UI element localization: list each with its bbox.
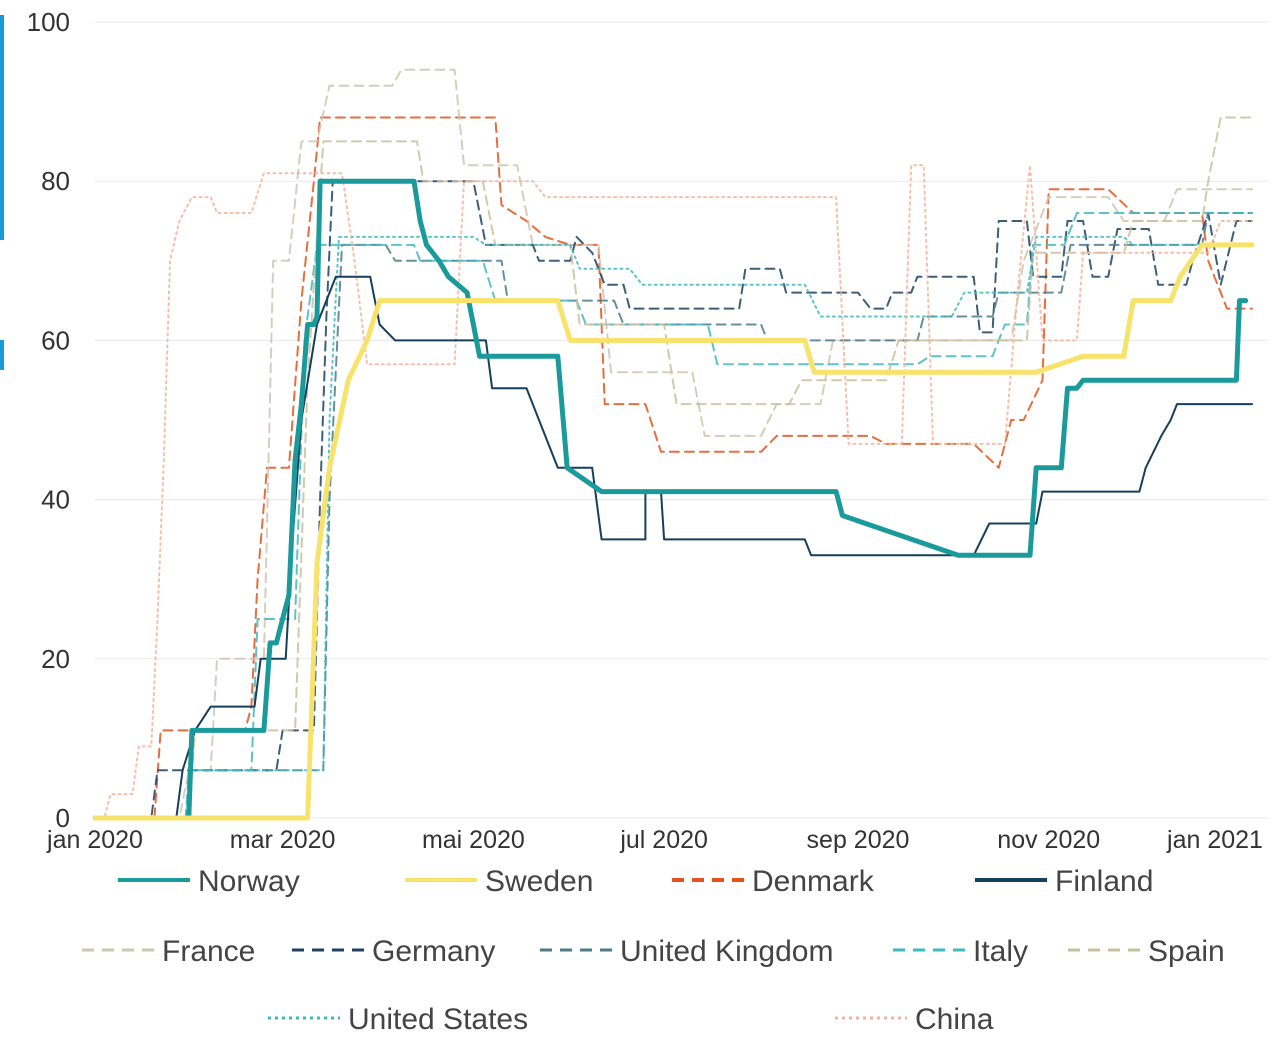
y-tick-label: 60: [41, 325, 70, 355]
x-tick-label: jan 2020: [46, 826, 143, 854]
legend-label-denmark: Denmark: [752, 865, 875, 898]
x-tick-label: jan 2021: [1166, 826, 1263, 854]
legend-label-sweden: Sweden: [485, 865, 593, 898]
series-line-united-states: [94, 235, 1253, 819]
x-tick-label: sep 2020: [807, 826, 910, 854]
x-axis-ticks: jan 2020 mar 2020 mai 2020 jul 2020 sep 2020…: [46, 826, 1263, 854]
x-tick-label: mar 2020: [230, 826, 336, 854]
series-line-finland: [94, 275, 1253, 819]
series-line-norway: [92, 178, 1249, 821]
y-axis-ticks: 0 20 40 60 80 100: [27, 7, 70, 833]
y-tick-label: 0: [56, 803, 70, 833]
x-tick-label: mai 2020: [422, 826, 525, 854]
legend-label-norway: Norway: [198, 865, 300, 898]
legend-label-france: France: [162, 935, 255, 968]
legend-label-china: China: [915, 1003, 994, 1036]
series-line-italy: [94, 212, 1253, 819]
legend-label-finland: Finland: [1055, 865, 1153, 898]
legend-label-united-kingdom: United Kingdom: [620, 935, 833, 968]
left-edge-accent-lower: [0, 340, 4, 370]
series-line-spain: [94, 116, 1253, 819]
y-tick-label: 80: [41, 166, 70, 196]
legend-label-spain: Spain: [1148, 935, 1225, 968]
y-tick-label: 20: [41, 644, 70, 674]
series-line-united-kingdom: [94, 212, 1253, 819]
series-line-sweden: [92, 242, 1255, 821]
left-edge-accent: [0, 15, 4, 240]
series-line-china: [94, 164, 1253, 819]
series-line-denmark: [94, 116, 1253, 819]
legend-label-italy: Italy: [973, 935, 1028, 968]
gridlines: [95, 21, 1268, 819]
x-tick-label: jul 2020: [619, 826, 708, 854]
legend-label-germany: Germany: [372, 935, 495, 968]
series-lines: [92, 68, 1255, 821]
x-tick-label: nov 2020: [997, 826, 1100, 854]
series-line-france: [94, 68, 1253, 819]
y-tick-label: 100: [27, 7, 70, 37]
legend-label-united-states: United States: [348, 1003, 528, 1036]
legend: Norway Sweden Denmark Finland France Germany U…: [82, 865, 1225, 1036]
y-tick-label: 40: [41, 485, 70, 515]
